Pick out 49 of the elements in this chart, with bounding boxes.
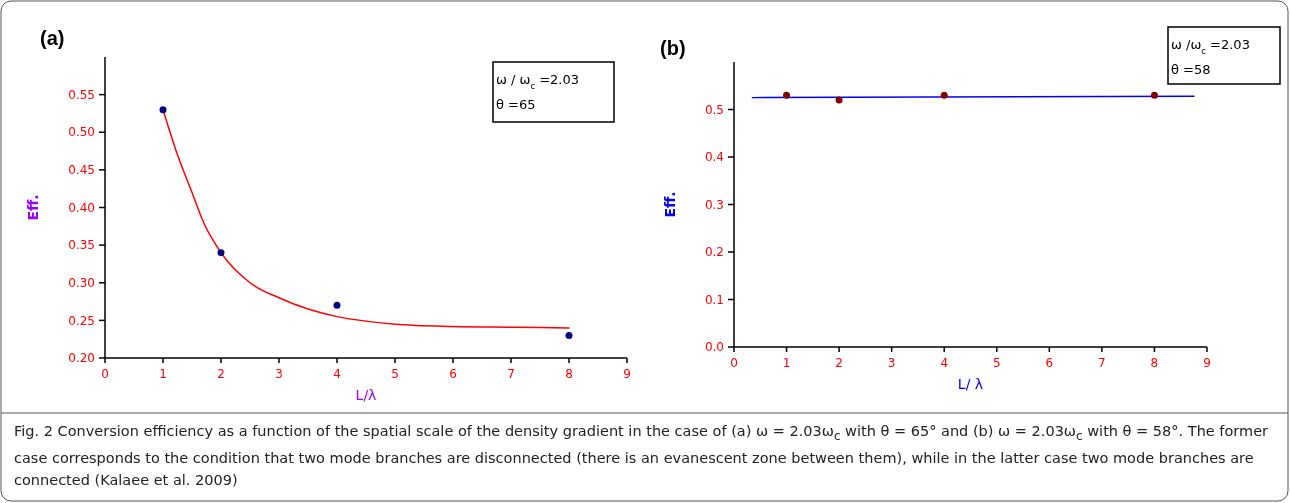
y-tick-label: 0.45	[68, 163, 95, 178]
annotation: θ =58	[1171, 62, 1211, 77]
y-tick-label: 0.3	[704, 197, 724, 212]
x-tick-label: 4	[333, 367, 341, 381]
y-tick-label: 0.50	[68, 125, 95, 140]
annotation: θ =65	[496, 97, 536, 112]
y-tick-label: 0.55	[68, 87, 95, 102]
x-tick-label: 6	[449, 367, 457, 381]
y-tick-label: 0.5	[704, 102, 724, 117]
x-tick-label: 2	[217, 367, 225, 381]
x-tick-label: 0	[101, 367, 109, 381]
point	[565, 331, 573, 339]
x-tick-label: 1	[159, 367, 167, 381]
x-tick-label: 9	[623, 367, 631, 381]
x-tick-label: 7	[507, 367, 515, 381]
caption: Fig. 2 Conversion efficiency as a function of the spatial scale of the density gradient in the case of (a) ω = 2.03ω$_{c}$ with θ = 65° and (b) ω = 2.03ω$_{c}$ with θ = 58°. The former case corresponds to the condition that two mode branches are disconnected (there is an evanescent zone between them), while in the latter case two mode branches are connected (Kalaee et al. 2009)	[14, 422, 1270, 490]
y-tick-label: 0.30	[68, 275, 95, 290]
x-axis-title: L/ λ	[957, 376, 984, 392]
x-tick-label: 1	[782, 356, 791, 370]
y-tick-label: 0.1	[704, 292, 724, 307]
x-tick-label: 5	[391, 367, 399, 381]
x-tick-label: 9	[1203, 356, 1211, 370]
x-tick-label: 4	[940, 356, 949, 370]
x-axis-title: L/λ	[355, 387, 377, 403]
chart-title: (a)	[40, 27, 65, 49]
y-tick-label: 0.4	[704, 150, 724, 165]
x-tick-label: 3	[275, 367, 283, 381]
y-tick-label: 0.20	[68, 351, 95, 366]
y-tick-label: 0.40	[68, 200, 95, 215]
x-tick-label: 0	[730, 356, 738, 370]
y-tick-label: 0.0	[704, 340, 724, 355]
x-tick-label: 2	[835, 356, 843, 370]
point	[217, 249, 225, 257]
point	[159, 106, 167, 114]
chart-title: (b)	[660, 37, 686, 59]
x-tick-label: 3	[887, 356, 896, 370]
text: ω /ω$_{c}$=2.03	[1171, 37, 1250, 56]
annotation: ω / ω$_{c}$=2.03	[496, 72, 580, 91]
point	[333, 301, 341, 309]
y-tick-label: 0.25	[68, 313, 95, 328]
x-tick-label: 8	[1150, 356, 1159, 370]
x-tick-label: 7	[1098, 356, 1106, 370]
y-tick-label: 0.2	[704, 245, 724, 260]
y-axis-title: Eff.	[662, 191, 678, 218]
y-tick-label: 0.35	[68, 238, 95, 253]
y-axis-title: Eff.	[25, 194, 41, 221]
x-tick-label: 5	[992, 356, 1001, 370]
x-tick-label: 6	[1045, 356, 1054, 370]
x-tick-label: 8	[565, 367, 573, 381]
